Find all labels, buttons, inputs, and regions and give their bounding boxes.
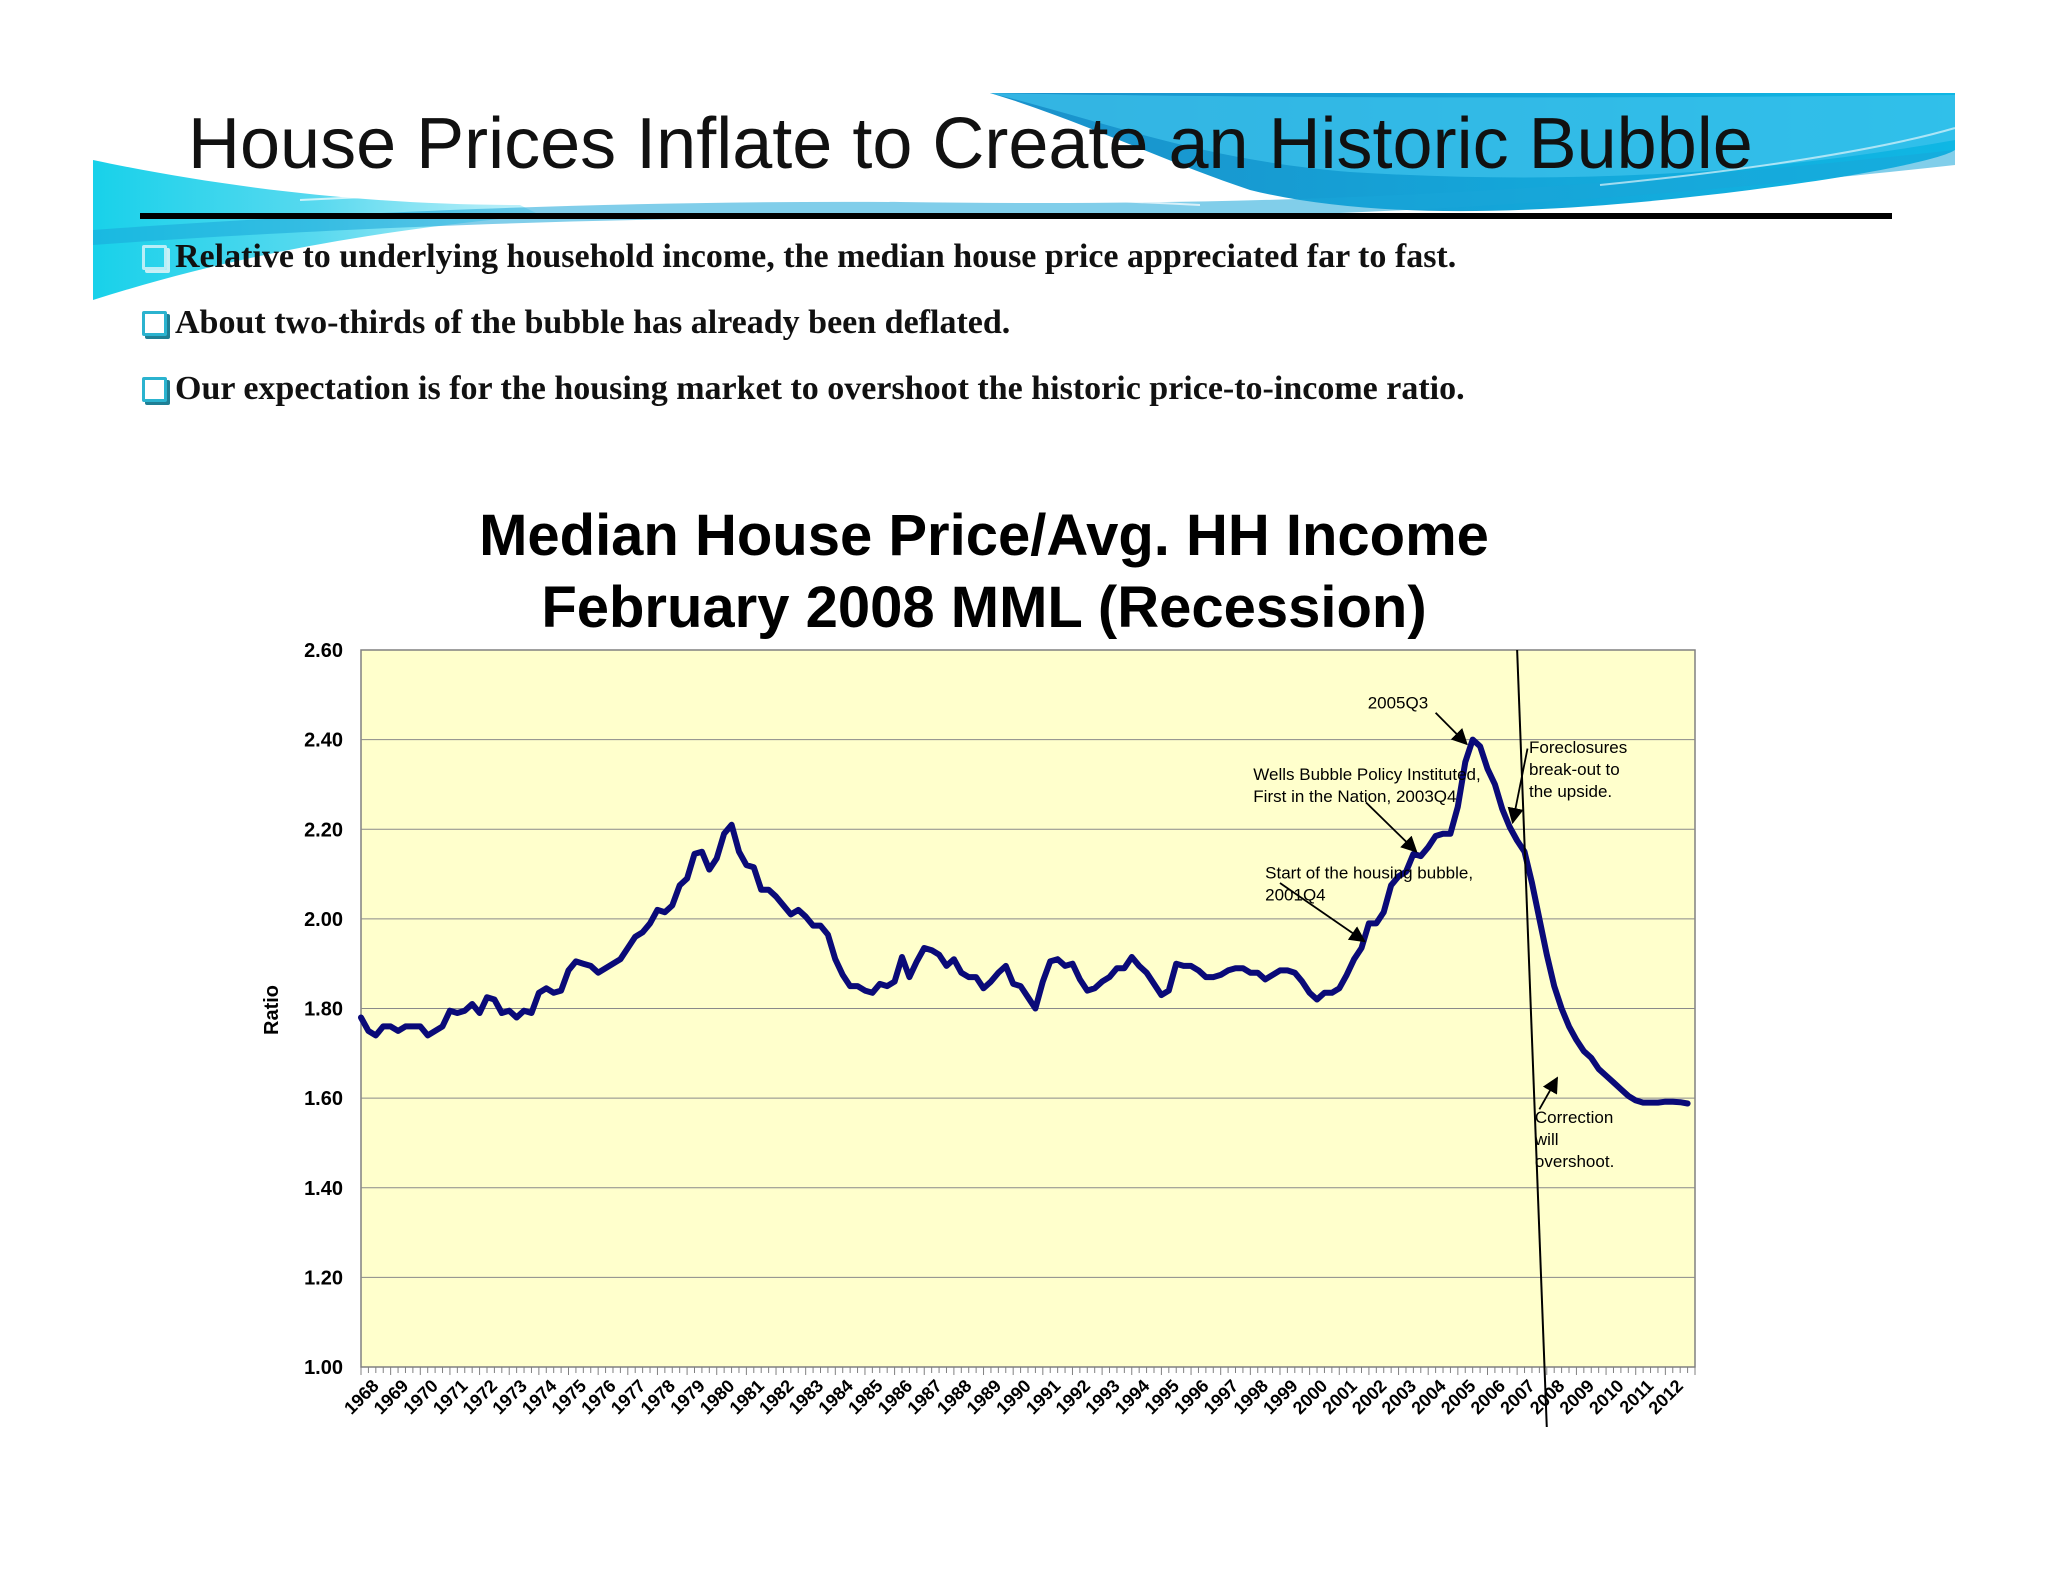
x-tick-label: 2012 (1645, 1376, 1687, 1418)
annotation-text: the upside. (1529, 782, 1612, 801)
annotation: Correction will overshoot. (1534, 1076, 1614, 1171)
annotation-text: Correction (1535, 1108, 1613, 1127)
annotation-arrow (1507, 748, 1529, 825)
annotation-arrow (1279, 882, 1366, 943)
annotation-text: will (1534, 1130, 1559, 1149)
y-tick-label: 1.60 (304, 1088, 343, 1110)
annotation-arrow (1434, 712, 1468, 746)
bullet-item: Our expectation is for the housing marke… (142, 356, 1465, 422)
annotation-text: Foreclosures (1529, 738, 1627, 757)
bullet-text: Relative to underlying household income,… (175, 238, 1457, 275)
y-tick-label: 1.40 (304, 1178, 343, 1200)
series-layer (358, 736, 1691, 1107)
header-banner (93, 93, 1956, 300)
annotation-text: First in the Nation, 2003Q4 (1253, 787, 1456, 806)
series-line (358, 736, 1691, 1107)
bullet-list: Relative to underlying household income,… (142, 224, 1465, 422)
y-axis-label: Ratio (261, 985, 283, 1035)
checkbox-bullet-icon (142, 376, 167, 402)
y-tick-label: 2.00 (304, 909, 343, 931)
annotation-text: break-out to (1529, 760, 1620, 779)
annotation: Start of the housing bubble, 2001Q4 (1265, 864, 1473, 943)
annotation: Foreclosures break-out to the upside. (1507, 738, 1627, 825)
annotation: 2005Q3 (1368, 693, 1468, 746)
annotation-text: Start of the housing bubble, (1265, 864, 1473, 883)
y-tick-label: 2.40 (304, 730, 343, 752)
annotation-text: overshoot. (1535, 1152, 1614, 1171)
annotation-arrow (1538, 1076, 1558, 1110)
bullet-text: Our expectation is for the housing marke… (175, 370, 1465, 407)
checkbox-bullet-icon (142, 244, 167, 270)
title-divider (140, 213, 1892, 219)
chart-title-line: Median House Price/Avg. HH Income (479, 503, 1489, 568)
annotation: Wells Bubble Policy Instituted, First in … (1253, 765, 1481, 853)
checkbox-bullet-icon (142, 310, 167, 336)
chart-title: Median House Price/Avg. HH Income Februa… (380, 500, 1588, 644)
annotation-text: Wells Bubble Policy Instituted, (1253, 765, 1480, 784)
annotation-text: 2005Q3 (1368, 693, 1429, 712)
bullet-item: About two-thirds of the bubble has alrea… (142, 290, 1465, 356)
y-tick-label: 2.60 (304, 640, 343, 662)
annotations: 2005Q3 Wells Bubble Policy Instituted, Fir… (1253, 693, 1627, 1171)
y-tick-label: 1.20 (304, 1267, 343, 1289)
y-tick-label: 1.80 (304, 999, 343, 1021)
y-tick-label: 2.20 (304, 819, 343, 841)
annotation-arrow (1365, 801, 1418, 853)
bullet-item: Relative to underlying household income,… (142, 224, 1465, 290)
chart-subtitle-line: February 2008 MML (Recession) (541, 575, 1427, 640)
annotation-text: 2001Q4 (1265, 886, 1326, 905)
y-tick-label: 1.00 (304, 1357, 343, 1379)
bullet-text: About two-thirds of the bubble has alrea… (175, 304, 1011, 341)
slide-title: House Prices Inflate to Create an Histor… (188, 104, 1753, 184)
